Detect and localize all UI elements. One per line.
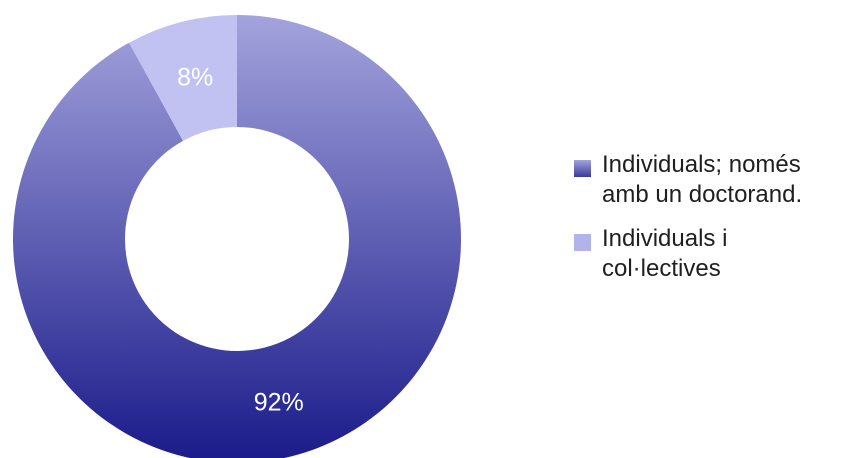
- legend-swatch-1: [574, 160, 591, 177]
- data-label-1: 92%: [254, 389, 304, 417]
- legend-swatch-2: [574, 234, 591, 251]
- legend-item-1: Individuals; només amb un doctorand.: [574, 150, 844, 210]
- legend-label-1: Individuals; només amb un doctorand.: [602, 151, 803, 208]
- donut-slice-1: [13, 15, 461, 458]
- slices-layer: [13, 15, 461, 458]
- legend-item-2: Individuals i col·lectives: [574, 224, 844, 284]
- chart-legend: Individuals; només amb un doctorand. Ind…: [574, 150, 844, 298]
- data-labels-layer: 92% 8%: [177, 63, 304, 416]
- legend-label-2: Individuals i col·lectives: [602, 225, 728, 282]
- data-label-2: 8%: [177, 63, 213, 91]
- donut-slice-2: [129, 15, 237, 141]
